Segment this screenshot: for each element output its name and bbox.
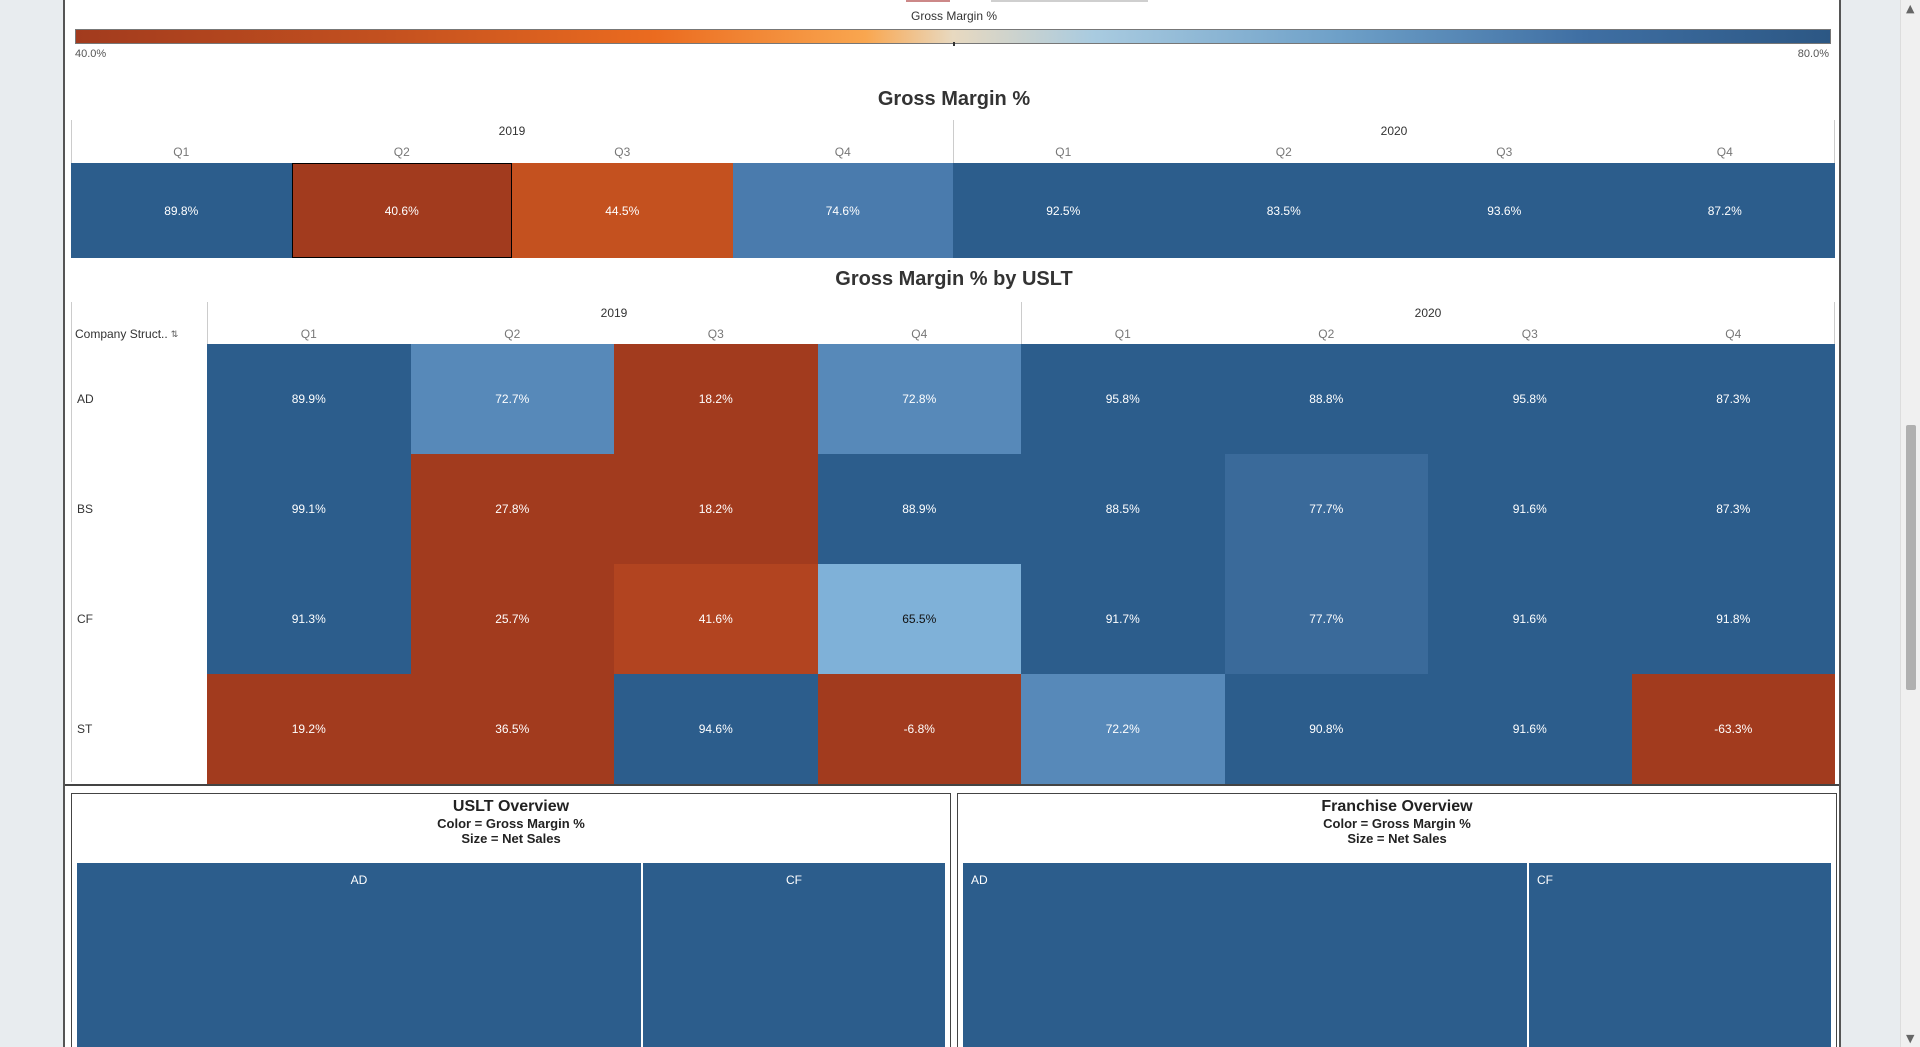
franchise-overview-panel: Franchise Overview Color = Gross Margin … xyxy=(957,793,1837,1047)
legend-title: Gross Margin % xyxy=(910,9,998,23)
heatmap-cell[interactable]: 44.5% xyxy=(512,163,733,258)
quarter-header: Q2 xyxy=(504,327,521,341)
heatmap-cell[interactable]: 40.6% xyxy=(291,163,512,258)
year-header-2020: 2020 xyxy=(1414,306,1442,320)
uslt-heatmap: Company Struct.. ⇅ 2019 2020 Q1 Q2 Q3 Q4 Q1 Q2 Q3… xyxy=(71,302,1835,784)
heatmap-cell[interactable]: 90.8% xyxy=(1224,674,1428,784)
uslt-overview-color-note: Color = Gross Margin % xyxy=(437,816,585,831)
quarter-header: Q4 xyxy=(911,327,928,341)
heatmap-cell[interactable]: 89.8% xyxy=(71,163,292,258)
quarter-header: Q3 xyxy=(1521,327,1538,341)
heatmap-cell[interactable]: 88.9% xyxy=(817,454,1021,564)
heatmap-cell[interactable]: -6.8% xyxy=(817,674,1021,784)
heatmap-cell[interactable]: 88.5% xyxy=(1021,454,1225,564)
heatmap-cell[interactable]: 91.3% xyxy=(207,564,411,674)
heatmap-cell[interactable]: 72.7% xyxy=(410,344,614,454)
heatmap-cell[interactable]: 91.8% xyxy=(1631,564,1835,674)
scroll-up-arrow-icon[interactable]: ▲ xyxy=(1906,2,1915,15)
quarter-header: Q1 xyxy=(300,327,317,341)
uslt-title: Gross Margin % by USLT xyxy=(835,268,1073,290)
uslt-overview-panel: USLT Overview Color = Gross Margin % Siz… xyxy=(71,793,951,1047)
sort-icon[interactable]: ⇅ xyxy=(170,329,179,340)
heatmap-cell[interactable]: 41.6% xyxy=(614,564,818,674)
heatmap-cell[interactable]: 95.8% xyxy=(1021,344,1225,454)
quarter-header: Q3 xyxy=(1496,145,1513,159)
tab-indicator-secondary xyxy=(991,0,1148,2)
quarter-header: Q3 xyxy=(707,327,724,341)
gross-margin-heatmap: 2019 2020 Q1 Q2 Q3 Q4 Q1 Q2 Q3 Q4 89.8% 40.6% 44.5% 7… xyxy=(71,120,1835,258)
heatmap-cell[interactable]: 25.7% xyxy=(410,564,614,674)
franchise-overview-size-note: Size = Net Sales xyxy=(1347,831,1447,846)
heatmap-cell[interactable]: 92.5% xyxy=(953,163,1174,258)
legend-center-tick xyxy=(953,42,955,46)
heatmap-cell[interactable]: 18.2% xyxy=(614,344,818,454)
quarter-header: Q2 xyxy=(1275,145,1292,159)
vertical-scrollbar[interactable]: ▲ ▼ xyxy=(1900,0,1920,1047)
row-header-label: Company Struct.. xyxy=(75,327,168,341)
quarter-header: Q4 xyxy=(1725,327,1742,341)
heatmap-cell[interactable]: 87.3% xyxy=(1631,454,1835,564)
row-label-bs[interactable]: BS xyxy=(77,502,94,516)
heatmap-cell[interactable]: 65.5% xyxy=(817,564,1021,674)
row-header[interactable]: Company Struct.. ⇅ xyxy=(75,327,178,341)
uslt-tile-ad[interactable]: AD xyxy=(77,863,641,1047)
year-header-2019: 2019 xyxy=(498,124,526,138)
heatmap-cell[interactable]: 19.2% xyxy=(207,674,411,784)
heatmap-cell[interactable]: 72.8% xyxy=(817,344,1021,454)
heatmap-cell[interactable]: 93.6% xyxy=(1394,163,1615,258)
heatmap-cell[interactable]: 95.8% xyxy=(1428,344,1632,454)
heatmap-cell[interactable]: 72.2% xyxy=(1021,674,1225,784)
year-header-2020: 2020 xyxy=(1380,124,1408,138)
dashboard: Gross Margin % 40.0% 80.0% Gross Margin … xyxy=(63,0,1841,1047)
row-label-st[interactable]: ST xyxy=(77,722,93,736)
franchise-tile-cf[interactable]: CF xyxy=(1529,863,1831,1047)
gross-margin-title: Gross Margin % xyxy=(877,88,1031,110)
quarter-header: Q2 xyxy=(1318,327,1335,341)
heatmap-cell[interactable]: 91.6% xyxy=(1428,454,1632,564)
heatmap-cell[interactable]: 27.8% xyxy=(410,454,614,564)
scroll-thumb[interactable] xyxy=(1906,425,1916,690)
quarter-header: Q3 xyxy=(614,145,631,159)
heatmap-cell[interactable]: -63.3% xyxy=(1631,674,1835,784)
quarter-header: Q4 xyxy=(834,145,851,159)
franchise-overview-title: Franchise Overview xyxy=(1321,798,1473,815)
heatmap-cell[interactable]: 94.6% xyxy=(614,674,818,784)
heatmap-cell[interactable]: 87.2% xyxy=(1614,163,1835,258)
heatmap-cell[interactable]: 91.6% xyxy=(1428,674,1632,784)
heatmap-cell[interactable]: 87.3% xyxy=(1631,344,1835,454)
heatmap-cell[interactable]: 77.7% xyxy=(1224,564,1428,674)
franchise-tile-ad[interactable]: AD xyxy=(963,863,1527,1047)
heatmap-cell[interactable]: 74.6% xyxy=(732,163,953,258)
franchise-overview-color-note: Color = Gross Margin % xyxy=(1323,816,1471,831)
left-border xyxy=(71,302,72,782)
heatmap-cell[interactable]: 91.7% xyxy=(1021,564,1225,674)
quarter-header: Q1 xyxy=(1114,327,1131,341)
scroll-down-arrow-icon[interactable]: ▼ xyxy=(1906,1032,1915,1045)
tab-indicator xyxy=(906,0,950,2)
uslt-overview-title: USLT Overview xyxy=(452,798,570,815)
uslt-overview-size-note: Size = Net Sales xyxy=(461,831,561,846)
quarter-header: Q2 xyxy=(393,145,410,159)
quarter-header: Q1 xyxy=(1055,145,1072,159)
quarter-header: Q1 xyxy=(173,145,190,159)
legend-min-label: 40.0% xyxy=(75,48,107,60)
year-header-2019: 2019 xyxy=(600,306,628,320)
legend-max-label: 80.0% xyxy=(1797,48,1829,60)
row-label-cf[interactable]: CF xyxy=(77,612,93,626)
heatmap-cell[interactable]: 91.6% xyxy=(1428,564,1632,674)
quarter-header: Q4 xyxy=(1716,145,1733,159)
uslt-tile-cf[interactable]: CF xyxy=(643,863,945,1047)
heatmap-cell[interactable]: 18.2% xyxy=(614,454,818,564)
section-divider xyxy=(65,784,1839,786)
heatmap-cell[interactable]: 89.9% xyxy=(207,344,411,454)
heatmap-cell[interactable]: 99.1% xyxy=(207,454,411,564)
heatmap-cell[interactable]: 88.8% xyxy=(1224,344,1428,454)
heatmap-cell[interactable]: 77.7% xyxy=(1224,454,1428,564)
row-label-ad[interactable]: AD xyxy=(77,392,94,406)
heatmap-cell[interactable]: 36.5% xyxy=(410,674,614,784)
heatmap-cell[interactable]: 83.5% xyxy=(1173,163,1394,258)
